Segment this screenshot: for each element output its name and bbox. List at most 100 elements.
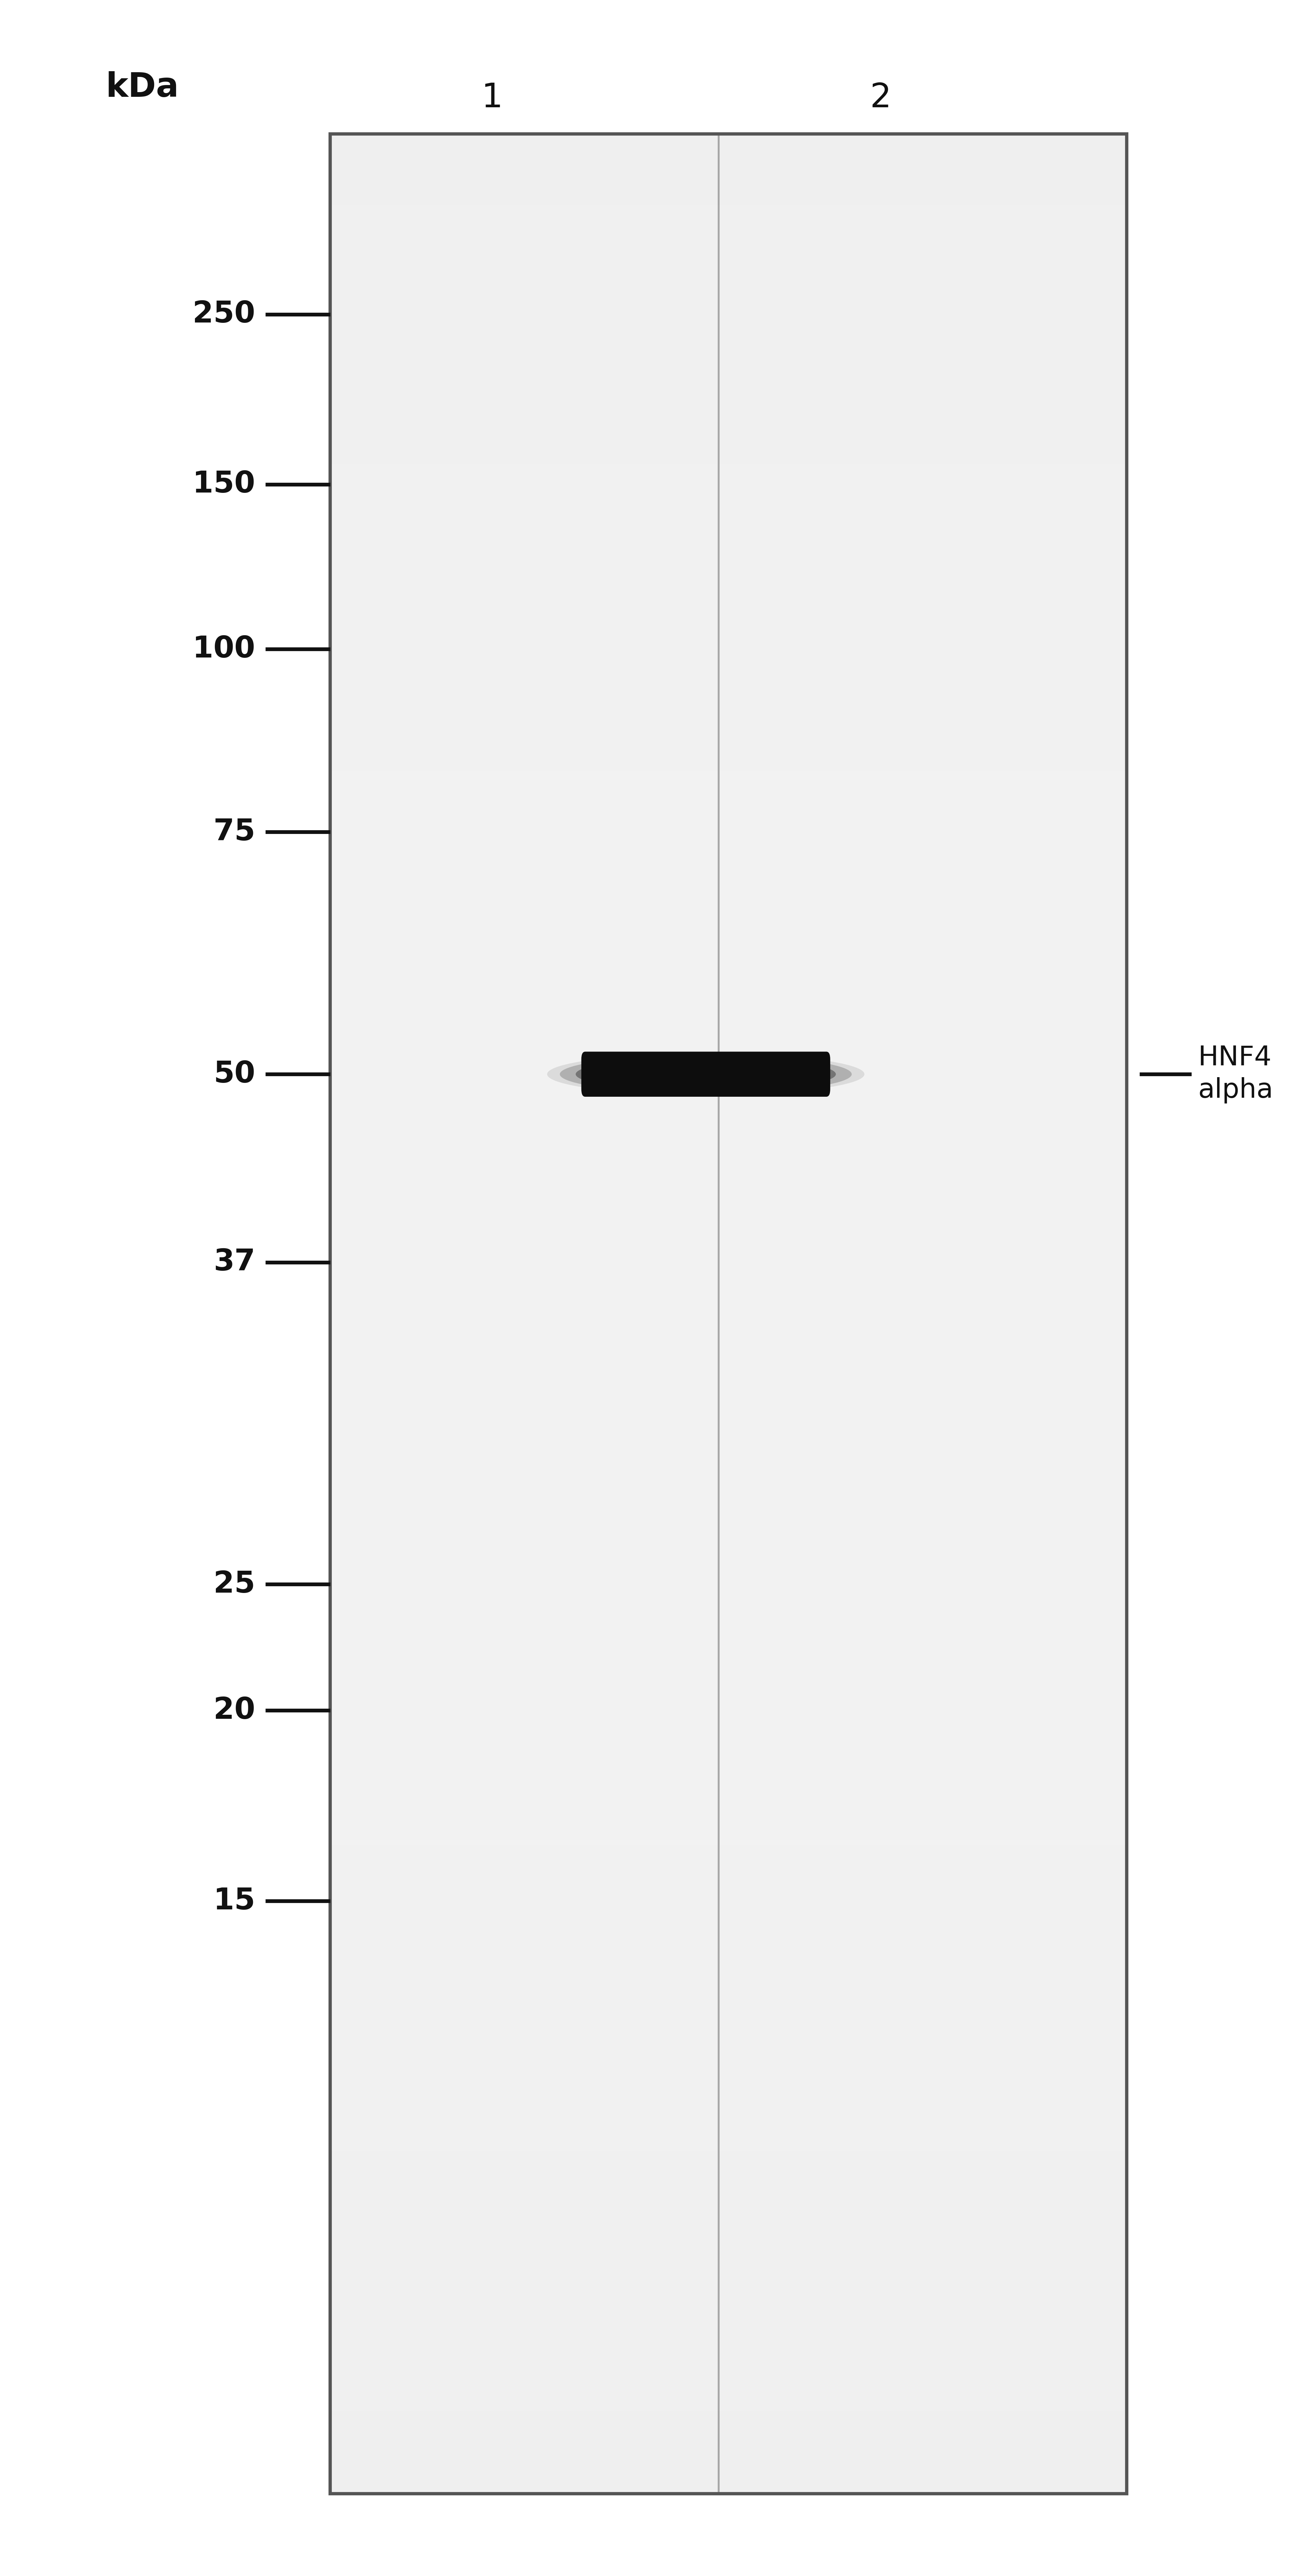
Bar <box>330 829 1127 842</box>
Bar <box>330 935 1127 948</box>
Ellipse shape <box>548 1054 865 1095</box>
Bar <box>330 299 1127 312</box>
Bar <box>330 1419 1127 1432</box>
Bar <box>330 853 1127 866</box>
Bar <box>330 629 1127 641</box>
Bar <box>330 1762 1127 1775</box>
Bar <box>330 889 1127 902</box>
Bar <box>330 1633 1127 1643</box>
Bar <box>330 1716 1127 1726</box>
Bar <box>330 477 1127 487</box>
Bar <box>330 1054 1127 1066</box>
Bar <box>330 1844 1127 1857</box>
Text: 25: 25 <box>214 1569 255 1600</box>
Bar <box>330 2365 1127 2375</box>
Bar <box>330 546 1127 559</box>
Text: HNF4
alpha: HNF4 alpha <box>1198 1046 1273 1103</box>
Bar <box>330 1808 1127 1821</box>
Bar <box>330 1538 1127 1551</box>
Text: 50: 50 <box>214 1059 255 1090</box>
Bar <box>330 252 1127 263</box>
Bar <box>330 2458 1127 2470</box>
Bar <box>330 1195 1127 1208</box>
Bar <box>330 394 1127 404</box>
Bar <box>330 240 1127 252</box>
Bar <box>330 747 1127 760</box>
Bar <box>330 984 1127 994</box>
Bar <box>330 2151 1127 2164</box>
Bar <box>330 1950 1127 1963</box>
Bar <box>330 487 1127 500</box>
Bar <box>330 1692 1127 1703</box>
Bar <box>330 1396 1127 1409</box>
Bar <box>330 2105 1127 2115</box>
Bar <box>330 971 1127 984</box>
Bar <box>330 1607 1127 1620</box>
Bar <box>330 1492 1127 1502</box>
Text: 20: 20 <box>214 1695 255 1726</box>
Bar <box>330 677 1127 688</box>
Bar <box>330 2115 1127 2128</box>
Ellipse shape <box>635 1064 777 1084</box>
Text: 15: 15 <box>214 1886 255 1917</box>
Bar <box>330 783 1127 793</box>
Bar <box>330 1255 1127 1267</box>
Bar <box>330 2481 1127 2494</box>
Text: kDa: kDa <box>106 72 179 103</box>
Bar <box>330 1749 1127 1762</box>
Bar <box>330 134 1127 2494</box>
Bar <box>330 371 1127 381</box>
Bar <box>330 1821 1127 1834</box>
Bar <box>330 428 1127 440</box>
Text: 150: 150 <box>193 469 255 500</box>
Bar <box>330 688 1127 701</box>
Bar <box>330 582 1127 595</box>
Bar <box>330 1834 1127 1844</box>
Bar <box>330 2233 1127 2246</box>
Bar <box>330 1904 1127 1917</box>
Bar <box>330 1409 1127 1419</box>
Bar <box>330 2282 1127 2293</box>
Bar <box>330 1030 1127 1043</box>
Ellipse shape <box>594 1059 817 1090</box>
Bar <box>330 569 1127 582</box>
Bar <box>330 793 1127 806</box>
Bar <box>330 641 1127 654</box>
Bar <box>330 2375 1127 2388</box>
Bar <box>330 770 1127 783</box>
Bar <box>330 1479 1127 1492</box>
Bar <box>330 948 1127 961</box>
Bar <box>330 1278 1127 1291</box>
Bar <box>330 1857 1127 1868</box>
Bar <box>330 1159 1127 1172</box>
Bar <box>330 618 1127 629</box>
Bar <box>330 1007 1127 1020</box>
Bar <box>330 1656 1127 1667</box>
Bar <box>330 1383 1127 1396</box>
Bar <box>330 866 1127 878</box>
Bar <box>330 2352 1127 2365</box>
Bar <box>330 1891 1127 1904</box>
Bar <box>330 2081 1127 2092</box>
Bar <box>330 961 1127 971</box>
Bar <box>330 878 1127 889</box>
Bar <box>330 902 1127 912</box>
Bar <box>330 1973 1127 1986</box>
Bar <box>330 1337 1127 1350</box>
Bar <box>330 595 1127 605</box>
Bar <box>330 464 1127 477</box>
Bar <box>330 2269 1127 2282</box>
Bar <box>330 1455 1127 1468</box>
Bar <box>330 1077 1127 1090</box>
Bar <box>330 229 1127 240</box>
Bar <box>330 2187 1127 2200</box>
Bar <box>330 2411 1127 2424</box>
Bar <box>330 806 1127 819</box>
Bar <box>330 819 1127 829</box>
Text: 1: 1 <box>482 82 502 113</box>
Bar <box>330 1620 1127 1633</box>
Bar <box>330 2388 1127 2398</box>
Bar <box>330 1739 1127 1749</box>
Bar <box>330 1726 1127 1739</box>
Bar <box>330 2246 1127 2257</box>
